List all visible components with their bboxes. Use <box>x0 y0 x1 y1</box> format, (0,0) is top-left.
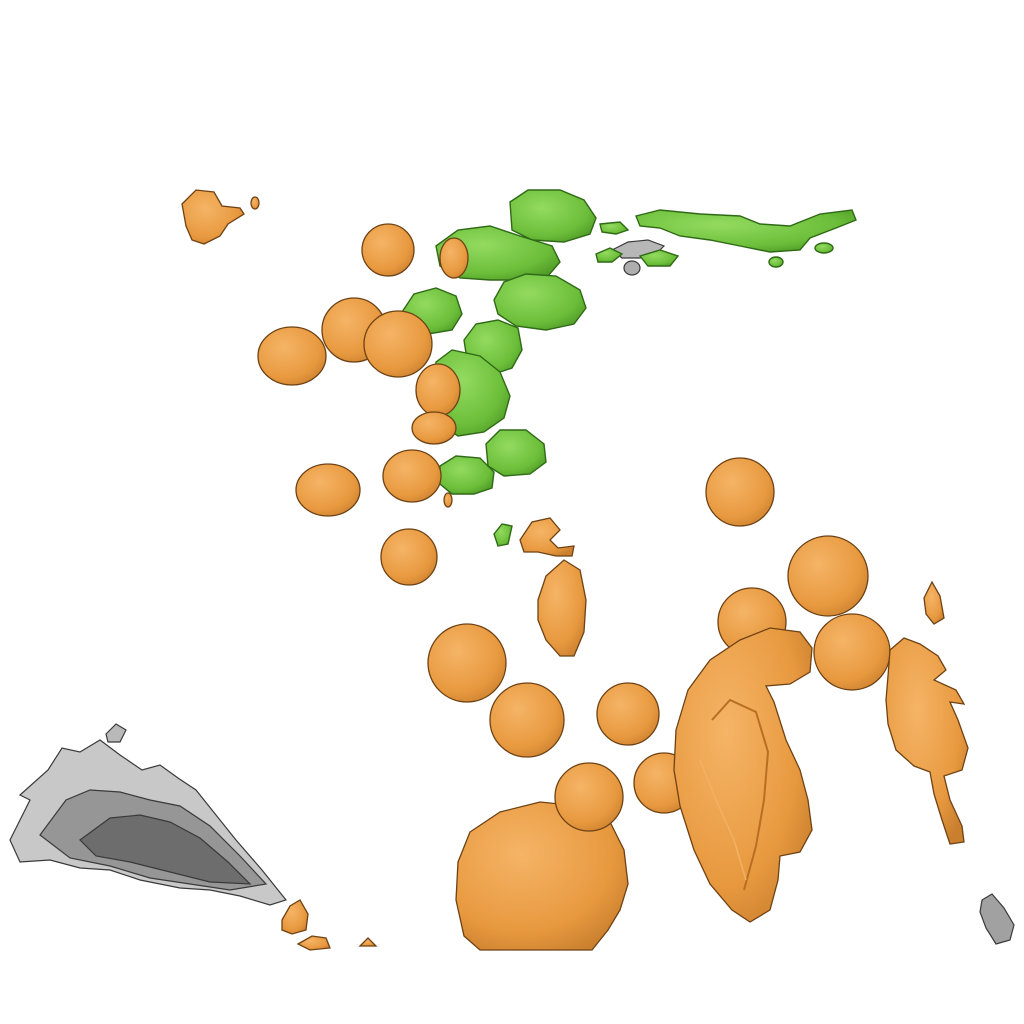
orange-blob <box>443 492 453 508</box>
orange-blob <box>181 189 245 245</box>
orange-blob <box>295 463 361 517</box>
orange-blob <box>427 623 507 703</box>
orange-blob <box>489 682 565 758</box>
orange-blob <box>380 528 438 586</box>
green-blob <box>635 209 857 253</box>
orange-blob <box>439 237 469 279</box>
green-blob <box>509 189 597 243</box>
orange-blob <box>705 457 775 527</box>
gray-blob <box>979 893 1015 945</box>
orange-blob <box>415 363 461 417</box>
orange-blob <box>787 535 869 617</box>
gray-blob <box>79 814 252 885</box>
orange-blob <box>537 559 587 657</box>
gray-blob <box>105 723 127 743</box>
green-blob <box>768 256 784 268</box>
orange-blob <box>596 682 660 746</box>
orange-blob <box>554 762 624 832</box>
green-blob <box>638 249 680 267</box>
orange-ridge <box>699 759 747 881</box>
orange-blob <box>361 223 415 277</box>
orange-blob <box>281 899 309 935</box>
orange-blob <box>455 801 629 951</box>
orange-blob <box>382 449 442 503</box>
green-blob <box>599 221 630 235</box>
orange-blob <box>885 637 969 845</box>
green-blob <box>485 429 547 477</box>
orange-blob <box>257 326 327 386</box>
orange-blob <box>813 613 891 691</box>
orange-blob <box>250 196 260 210</box>
orange-blob <box>923 580 945 625</box>
orange-blob-group <box>181 189 969 951</box>
orange-ridge <box>711 698 770 891</box>
green-blob <box>493 273 587 331</box>
green-blob <box>439 455 495 495</box>
orange-blob <box>673 627 813 923</box>
green-blob <box>595 247 624 263</box>
green-blob <box>493 523 513 547</box>
orange-blob <box>296 935 331 951</box>
orange-blob <box>411 411 457 445</box>
orange-blob <box>363 310 433 378</box>
green-blob <box>814 242 834 254</box>
gray-blob <box>623 260 641 276</box>
orange-blob <box>358 937 378 947</box>
orange-blob <box>519 517 575 557</box>
